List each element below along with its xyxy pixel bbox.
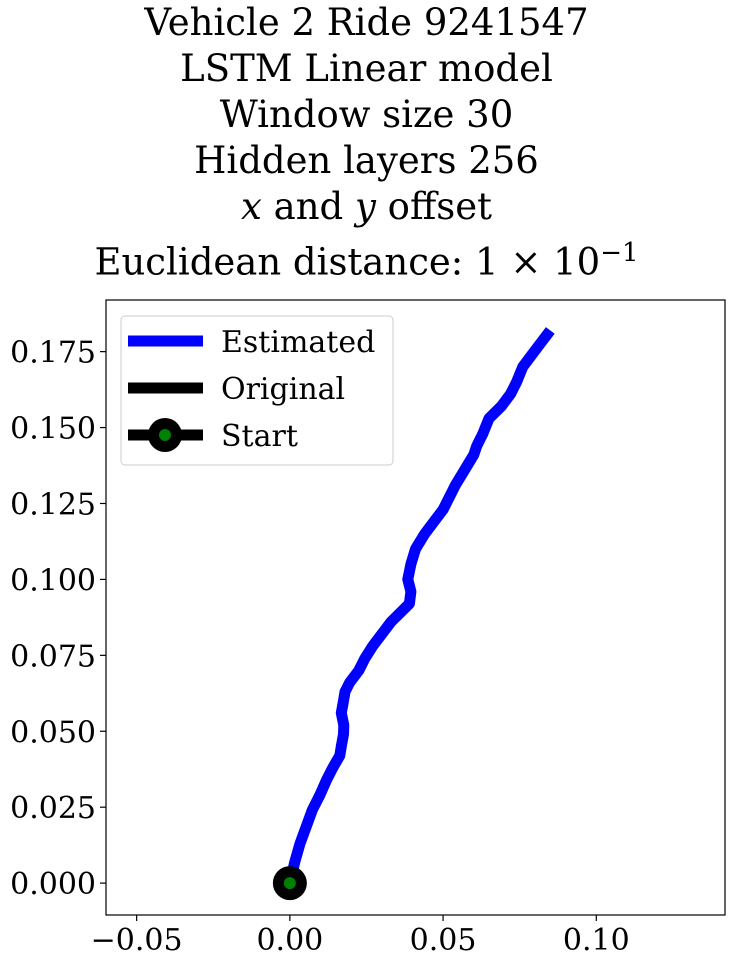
y-tick-label: 0.175 bbox=[10, 336, 96, 371]
start-point-center bbox=[283, 877, 296, 890]
x-tick-label: 0.05 bbox=[410, 923, 477, 958]
title-and: and bbox=[261, 185, 355, 228]
x-tick-label: −0.05 bbox=[91, 923, 183, 958]
legend: Estimated Original Start bbox=[120, 315, 394, 466]
title-line-6: Euclidean distance: 1 × 10−1 bbox=[0, 230, 733, 285]
y-tick-label: 0.000 bbox=[10, 867, 96, 902]
title-distance-label: Euclidean distance: 1 × 10 bbox=[94, 240, 601, 284]
y-tick-label: 0.075 bbox=[10, 639, 96, 674]
y-axis-ticks: 0.000 0.025 0.050 0.075 0.100 0.125 0.150 0.175 bbox=[10, 336, 106, 902]
start-marker-layer bbox=[272, 866, 307, 901]
legend-label-start: Start bbox=[221, 419, 298, 454]
x-axis-ticks: −0.05 0.00 0.05 0.10 bbox=[91, 915, 630, 958]
title-offset: offset bbox=[375, 185, 492, 228]
x-tick-label: 0.00 bbox=[256, 923, 323, 958]
title-y-symbol: y bbox=[355, 185, 376, 228]
legend-start-marker-inner bbox=[159, 429, 171, 441]
y-tick-label: 0.125 bbox=[10, 487, 96, 522]
title-distance-exponent: −1 bbox=[600, 238, 639, 268]
title-x-symbol: x bbox=[241, 185, 262, 228]
title-line-1: Vehicle 2 Ride 9241547 bbox=[144, 1, 589, 44]
legend-box bbox=[120, 315, 394, 466]
legend-label-original: Original bbox=[221, 372, 345, 407]
title-line-2: LSTM Linear model bbox=[180, 47, 553, 90]
trajectory-layer bbox=[284, 327, 555, 885]
x-tick-label: 0.10 bbox=[563, 923, 630, 958]
axes-frame bbox=[105, 299, 726, 916]
y-tick-label: 0.050 bbox=[10, 715, 96, 750]
chart-title: Vehicle 2 Ride 9241547 LSTM Linear model… bbox=[0, 0, 733, 285]
legend-label-estimated: Estimated bbox=[221, 325, 375, 360]
title-line-3: Window size 30 bbox=[219, 93, 514, 136]
y-tick-label: 0.100 bbox=[10, 563, 96, 598]
estimated-trajectory-line bbox=[284, 327, 555, 885]
y-tick-label: 0.025 bbox=[10, 791, 96, 826]
title-line-4: Hidden layers 256 bbox=[194, 139, 539, 182]
title-line-5: x and y offset bbox=[0, 184, 733, 230]
y-tick-label: 0.150 bbox=[10, 412, 96, 447]
